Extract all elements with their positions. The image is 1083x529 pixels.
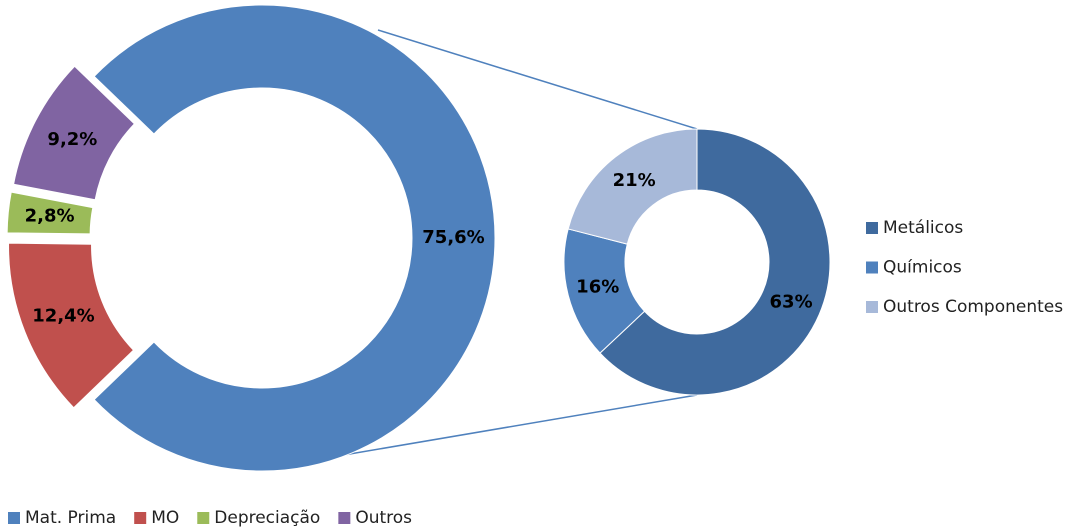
- data-label: 21%: [613, 170, 656, 191]
- donut-slice: [93, 4, 496, 472]
- donut-slice: [599, 128, 831, 396]
- donut-slice: [567, 128, 698, 245]
- connector: [337, 394, 698, 457]
- connector: [377, 29, 698, 130]
- data-label: 75,6%: [422, 227, 484, 248]
- legend-swatch: [866, 222, 878, 234]
- legend-swatch: [338, 512, 351, 524]
- legend-label: Mat. Prima: [25, 508, 116, 528]
- legend-label: MO: [151, 508, 179, 528]
- legend-label: Outros Componentes: [883, 297, 1063, 317]
- data-label: 9,2%: [47, 129, 97, 150]
- legend-label: Químicos: [883, 258, 962, 278]
- legend-label: Depreciação: [214, 508, 320, 528]
- legend-swatch: [866, 301, 878, 313]
- legend-swatch: [8, 512, 20, 524]
- donut-slice: [8, 242, 135, 409]
- legend-swatch: [866, 261, 878, 274]
- donut-slice: [13, 65, 136, 201]
- legend-label: Metálicos: [883, 218, 963, 238]
- legend-label: Outros: [355, 508, 412, 528]
- donut-slice: [6, 191, 94, 235]
- data-label: 12,4%: [32, 306, 94, 327]
- legend-swatch: [197, 512, 210, 524]
- data-label: 63%: [770, 292, 813, 313]
- data-label: 16%: [576, 276, 619, 297]
- data-label: 2,8%: [25, 206, 75, 227]
- legend-swatch: [134, 512, 147, 524]
